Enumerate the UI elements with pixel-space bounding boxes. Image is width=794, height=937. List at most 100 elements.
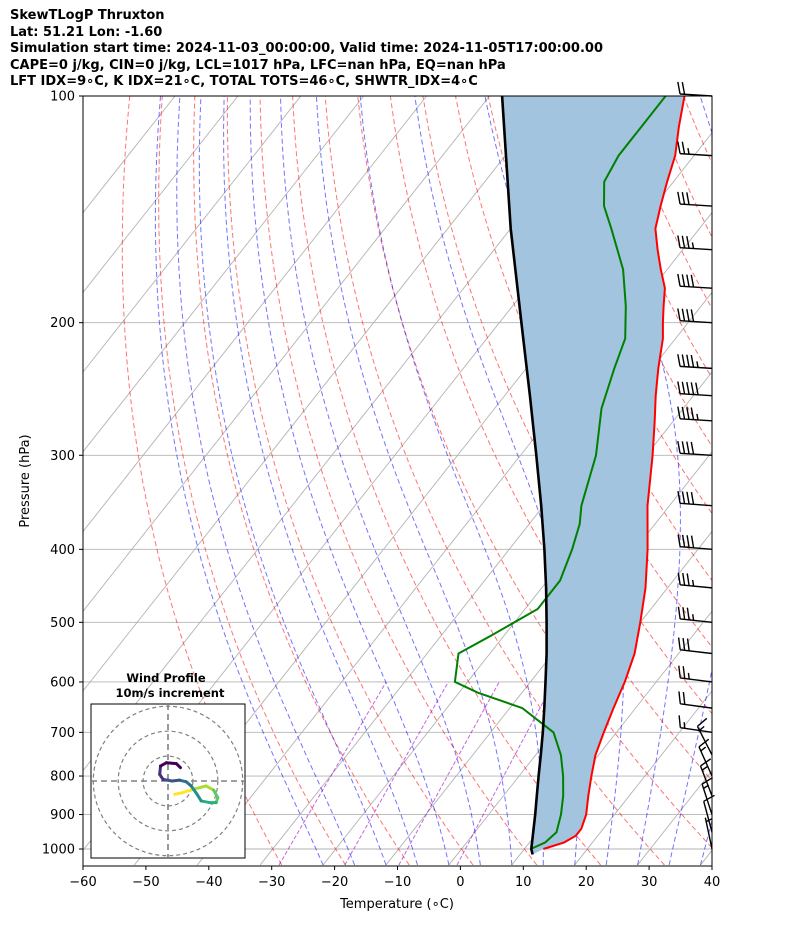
- wind-barb-feather: [681, 192, 686, 205]
- wind-barb-staff: [680, 677, 713, 683]
- wind-barb-half-feather: [687, 672, 690, 680]
- hodograph-segment: [161, 777, 174, 783]
- isotherm-line: [83, 96, 553, 692]
- wind-barb-feather: [677, 191, 681, 205]
- y-tick-label: 100: [50, 90, 75, 105]
- y-tick-label: 700: [50, 726, 75, 741]
- dry-adiabat-line: [226, 96, 474, 866]
- wind-barb-staff: [680, 203, 713, 207]
- mixing-ratio-line: [344, 681, 449, 866]
- moist-adiabat-line: [154, 96, 324, 866]
- wind-barb-feather: [681, 381, 686, 395]
- dry-adiabat-line: [781, 96, 794, 865]
- wind-barb: [677, 191, 713, 207]
- y-tick-label: 1000: [42, 843, 75, 858]
- wind-barb-feather: [690, 382, 695, 395]
- wind-barb-half-feather: [687, 147, 690, 155]
- wind-barb-feather: [695, 382, 699, 395]
- chart-title: SkewTLogP Thruxton: [10, 8, 165, 23]
- location-text: Lat: 51.21 Lon: -1.60: [10, 24, 163, 40]
- y-axis-label: Pressure (hPa): [18, 434, 33, 527]
- wind-barb: [677, 440, 713, 456]
- x-tick-label: −30: [258, 875, 285, 890]
- isotherm-line: [763, 96, 794, 865]
- isotherm-line: [83, 96, 365, 453]
- wind-barb-feather: [701, 776, 713, 785]
- wind-barb: [678, 691, 713, 709]
- wind-barb-staff: [680, 246, 713, 251]
- wind-barb: [698, 738, 713, 777]
- parcel-area-fill: [502, 96, 685, 855]
- hodograph-segment: [189, 784, 199, 796]
- wind-barb-half-feather: [699, 725, 705, 731]
- wind-barb-half-feather: [696, 361, 699, 368]
- isotherm-line: [83, 96, 427, 533]
- wind-barb: [703, 794, 715, 833]
- moist-adiabat-line: [700, 818, 712, 866]
- wind-barb-feather: [686, 607, 690, 621]
- wind-barb-feather: [686, 638, 690, 651]
- moist-adiabat-line: [315, 96, 513, 866]
- wind-barb: [677, 81, 713, 97]
- wind-barb-feather: [690, 441, 695, 455]
- wind-barb-staff: [680, 365, 713, 370]
- dry-adiabat-line: [259, 96, 538, 866]
- y-tick-label: 400: [50, 543, 75, 558]
- wind-barb-staff: [680, 285, 713, 289]
- wind-barb-feather: [686, 441, 690, 454]
- wind-barb-staff: [680, 649, 713, 655]
- isotherm-line: [511, 610, 712, 866]
- moist-adiabat-line: [198, 96, 387, 866]
- wind-barb-feather: [678, 691, 681, 704]
- dry-adiabat-line: [357, 96, 712, 849]
- wind-barb-feather: [677, 308, 681, 321]
- dry-adiabat-line: [422, 96, 712, 715]
- wind-barb: [677, 381, 713, 397]
- x-tick-label: −50: [132, 875, 159, 890]
- wind-barb-feather: [681, 235, 686, 249]
- isotherm-line: [83, 96, 490, 612]
- wind-barb-feather: [682, 637, 686, 651]
- dry-adiabat-line: [158, 96, 346, 866]
- wind-barb: [677, 235, 713, 251]
- mixing-ratio-line: [398, 681, 500, 866]
- wind-barb: [677, 354, 713, 370]
- wind-barb-feather: [690, 274, 695, 288]
- wind-barb-feather: [686, 274, 690, 287]
- wind-barb-feather: [677, 381, 681, 394]
- wind-barb-feather: [677, 534, 681, 547]
- y-axis-ticks: 100 200 300 400 500 600 700 800 900 1000: [42, 90, 83, 858]
- wind-barb: [677, 141, 713, 157]
- hodograph-segment: [181, 787, 195, 795]
- y-tick-label: 500: [50, 616, 75, 631]
- moist-adiabat-line: [223, 96, 418, 866]
- x-tick-label: 20: [578, 875, 595, 890]
- wind-barb-staff: [704, 817, 713, 850]
- wind-barb-feather: [681, 354, 686, 367]
- simulation-time-text: Simulation start time: 2024-11-03_00:00:…: [10, 41, 603, 56]
- wind-barb-feather: [681, 406, 686, 420]
- inset-plot: [91, 704, 245, 858]
- dry-adiabat-line: [121, 96, 283, 866]
- wind-barb-feather: [690, 535, 695, 548]
- wind-barb-half-feather: [692, 614, 695, 621]
- wind-barb-feather: [677, 273, 681, 287]
- wind-barb-staff: [680, 502, 713, 507]
- y-tick-label: 200: [50, 316, 75, 331]
- wind-barb-feather: [703, 794, 715, 802]
- x-tick-label: −20: [321, 875, 348, 890]
- hodograph-segment: [174, 762, 182, 770]
- dewpoint-line: [453, 96, 667, 850]
- wind-barb: [677, 637, 713, 655]
- wind-barb-feather: [681, 141, 686, 155]
- moist-adiabat-line: [249, 96, 450, 866]
- wind-barb-staff: [699, 765, 713, 797]
- wind-barb-staff: [680, 418, 713, 422]
- wind-barb-feather: [678, 715, 682, 728]
- wind-barb-feather: [681, 534, 686, 548]
- wind-barb-feather: [682, 666, 686, 679]
- x-axis-ticks: −60 −50 −40 −30 −20 −10 0 10 20 30 40: [69, 866, 720, 890]
- wind-barb-feather: [677, 141, 681, 154]
- wind-barb-feather: [686, 308, 690, 322]
